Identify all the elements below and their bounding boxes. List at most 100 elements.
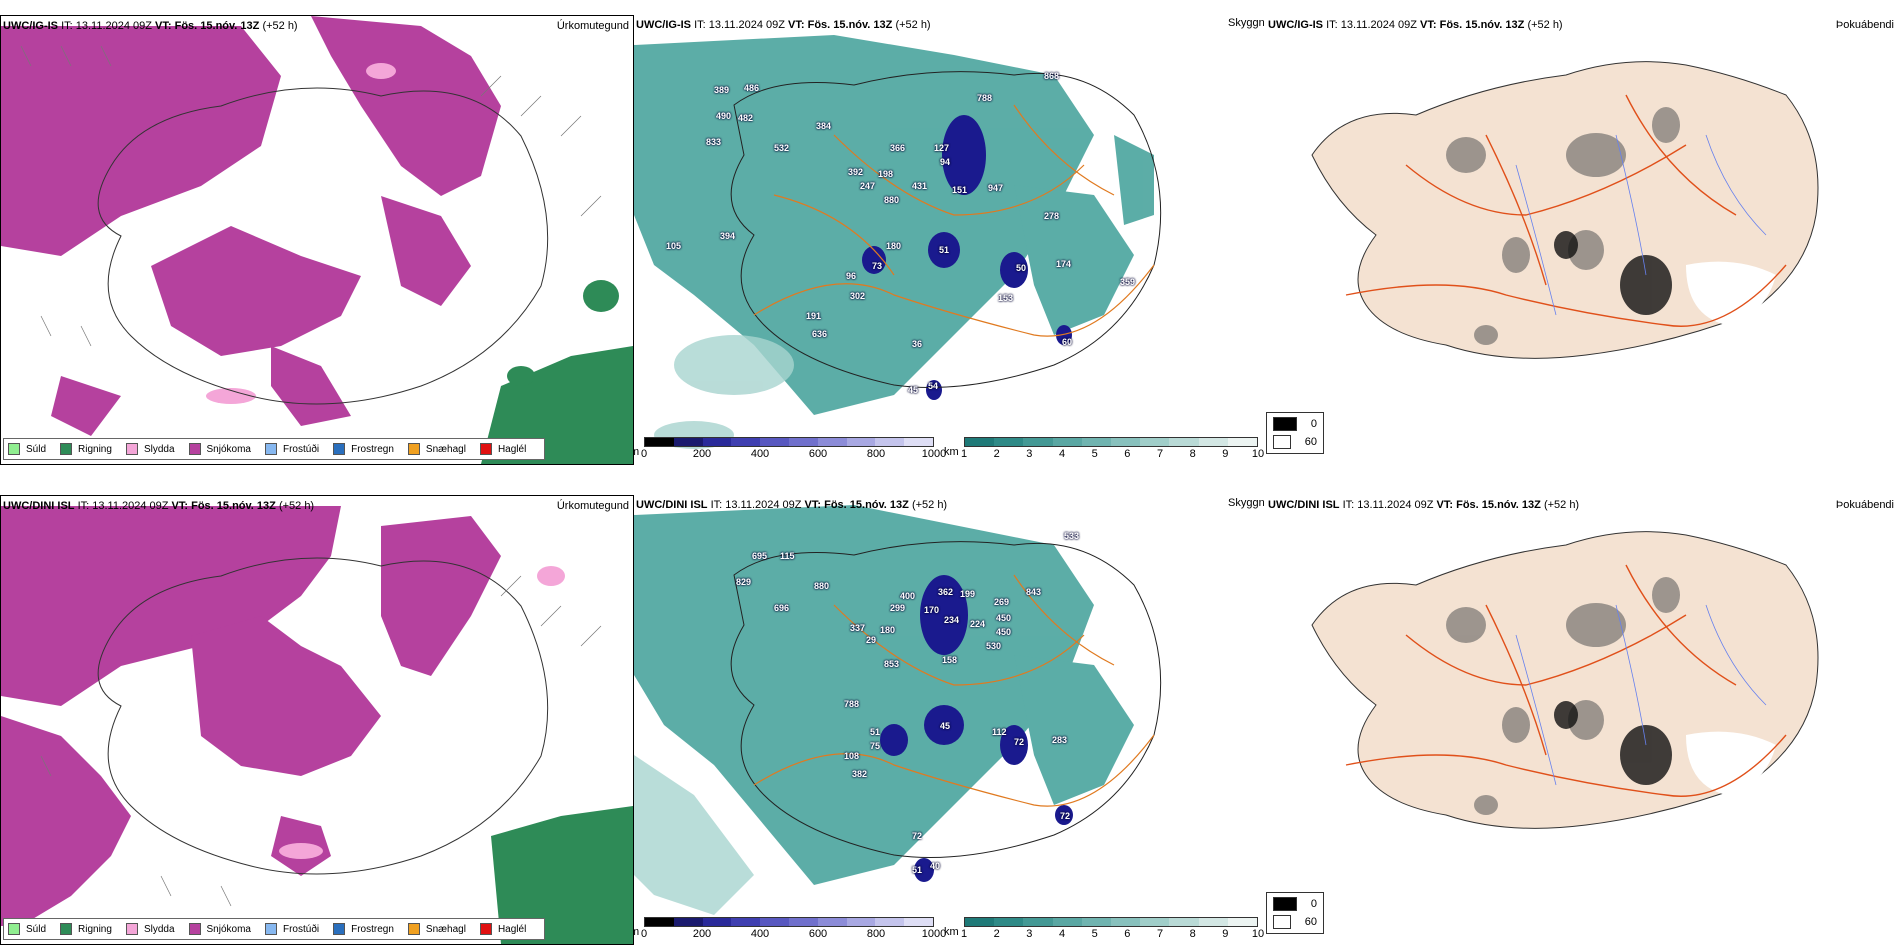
cloudbase-label: 75	[870, 741, 881, 751]
fog-legend-row: 0	[1273, 417, 1317, 431]
panel-type-label: Þokuábendi	[1835, 499, 1894, 511]
colorbar-tick-label: 1000	[921, 448, 947, 460]
cloudbase-label: 490	[716, 111, 732, 121]
cloudbase-label: 486	[744, 83, 760, 93]
cloudbase-label: 533	[1064, 531, 1080, 541]
cloudbase-label: 151	[952, 185, 968, 195]
colorbar-step	[875, 918, 905, 926]
cloudbase-label: 696	[774, 603, 790, 613]
colorbar-step	[1169, 918, 1199, 926]
legend-swatch	[264, 443, 277, 455]
cloudbase-label: 389	[714, 85, 730, 95]
cloudbase-colorbar-ticks: 0 200 400 600 800 1000	[641, 447, 946, 460]
cloudbase-label: 283	[1052, 735, 1068, 745]
legend-item: Frostregn	[333, 443, 394, 455]
colorbar-step	[994, 438, 1024, 446]
cloudbase-label: 105	[666, 241, 682, 251]
visibility-colorbar-ticks: 1 2 3 4 5 6 7 8 9 10	[960, 447, 1264, 460]
cloudbase-label: 880	[884, 195, 900, 205]
map-title: UWC/IG-IS IT: 13.11.2024 09Z VT: Fös. 15…	[636, 19, 931, 31]
legend-item: Snæhagl	[407, 443, 466, 455]
cloudbase-label: 60	[1062, 337, 1073, 347]
legend-swatch	[8, 923, 20, 935]
cloudbase-map-row1: UWC/IG-IS IT: 13.11.2024 09Z VT: Fös. 15…	[634, 15, 1264, 463]
colorbar-step	[1111, 918, 1141, 926]
colorbar-step	[1081, 438, 1112, 446]
panel-type-label: Skyggni	[1228, 497, 1264, 509]
colorbar-tick-label: 9	[1222, 448, 1229, 460]
cloudbase-label: 299	[890, 603, 906, 613]
colorbar-tick-label: 2	[993, 448, 1000, 460]
colorbar-tick-label: 1	[960, 448, 968, 460]
precip-map-graphic	[1, 16, 633, 464]
legend-swatch	[333, 923, 346, 935]
colorbar-step	[1111, 438, 1141, 446]
colorbar-step	[817, 918, 847, 926]
colorbar-step	[1052, 918, 1082, 926]
colorbar-step	[994, 918, 1024, 926]
cloudbase-label: 96	[846, 271, 857, 281]
fog-legend: 0 60	[1266, 412, 1324, 454]
fog-legend-row: 60	[1273, 915, 1317, 929]
colorbar-step	[760, 438, 789, 446]
cloudbase-label: 431	[912, 181, 928, 191]
cloudbase-label: 108	[844, 751, 860, 761]
colorbar-tick-label: 9	[1222, 928, 1229, 940]
cloudbase-label: 180	[886, 241, 902, 251]
colorbar-step	[1140, 918, 1170, 926]
cloudbase-label: 853	[884, 659, 900, 669]
cloudbase-label: 384	[816, 121, 832, 131]
cloudbase-label: 72	[1014, 737, 1025, 747]
visibility-colorbar-strip	[964, 917, 1258, 927]
cloudbase-label: 450	[996, 627, 1012, 637]
cloudbase-label: 362	[938, 587, 954, 597]
legend-swatch	[333, 443, 346, 455]
legend-swatch	[125, 923, 138, 935]
legend-item: Frostúði	[264, 443, 319, 455]
visibility-colorbar: 1 2 3 4 5 6 7 8 9 10 km	[944, 917, 1264, 940]
visibility-colorbar-strip	[964, 437, 1258, 447]
snow-areas	[1, 16, 501, 436]
colorbar-step	[1169, 438, 1199, 446]
legend-swatch	[479, 443, 492, 455]
cloudbase-label: 532	[774, 143, 790, 153]
colorbar-tick-label: 7	[1156, 928, 1164, 940]
colorbar-step	[702, 918, 732, 926]
colorbar-step	[702, 438, 732, 446]
legend-item: Haglél	[479, 923, 526, 935]
colorbar-step	[846, 438, 876, 446]
colorbar-tick-label: 600	[808, 928, 828, 940]
fog-legend-swatch	[1273, 417, 1297, 431]
colorbar-tick-label: 200	[692, 928, 712, 940]
river-network	[1515, 134, 1767, 316]
cloudbase-colorbar: 0 200 400 600 800 1000 m	[634, 917, 946, 940]
colorbar-tick-label: 4	[1058, 928, 1066, 940]
fog-legend-swatch	[1273, 915, 1291, 929]
colorbar-tick-label: 2	[993, 928, 1000, 940]
colorbar-tick-label: 1000	[921, 928, 947, 940]
colorbar-step	[904, 438, 933, 446]
visibility-colorbar: 1 2 3 4 5 6 7 8 9 10 km	[944, 437, 1264, 460]
cloudbase-label: 45	[940, 721, 951, 731]
colorbar-step	[1023, 438, 1053, 446]
cloudbase-label: 247	[860, 181, 876, 191]
colorbar-tick-label: 7	[1156, 448, 1164, 460]
colorbar-step	[731, 918, 761, 926]
colorbar-tick-label: 800	[866, 448, 886, 460]
map-title: UWC/DINI ISL IT: 13.11.2024 09Z VT: Fös.…	[3, 500, 315, 512]
colorbar-step	[673, 438, 703, 446]
colorbar-step	[875, 438, 905, 446]
legend-swatch	[264, 923, 277, 935]
cloudbase-label: 199	[960, 589, 976, 599]
panel-type-label: Skyggni	[1228, 17, 1264, 29]
legend-item: Súld	[8, 923, 46, 935]
road-network	[753, 104, 1155, 337]
fog-legend-row: 0	[1273, 897, 1317, 911]
cloudbase-label: 174	[1056, 259, 1072, 269]
colorbar-tick-label: 200	[692, 448, 712, 460]
map-title: UWC/IG-IS IT: 13.11.2024 09Z VT: Fös. 15…	[1268, 19, 1563, 31]
legend-swatch	[60, 443, 73, 455]
road-network	[1345, 94, 1787, 327]
colorbar-step	[673, 918, 703, 926]
cloudbase-label: 170	[924, 605, 940, 615]
